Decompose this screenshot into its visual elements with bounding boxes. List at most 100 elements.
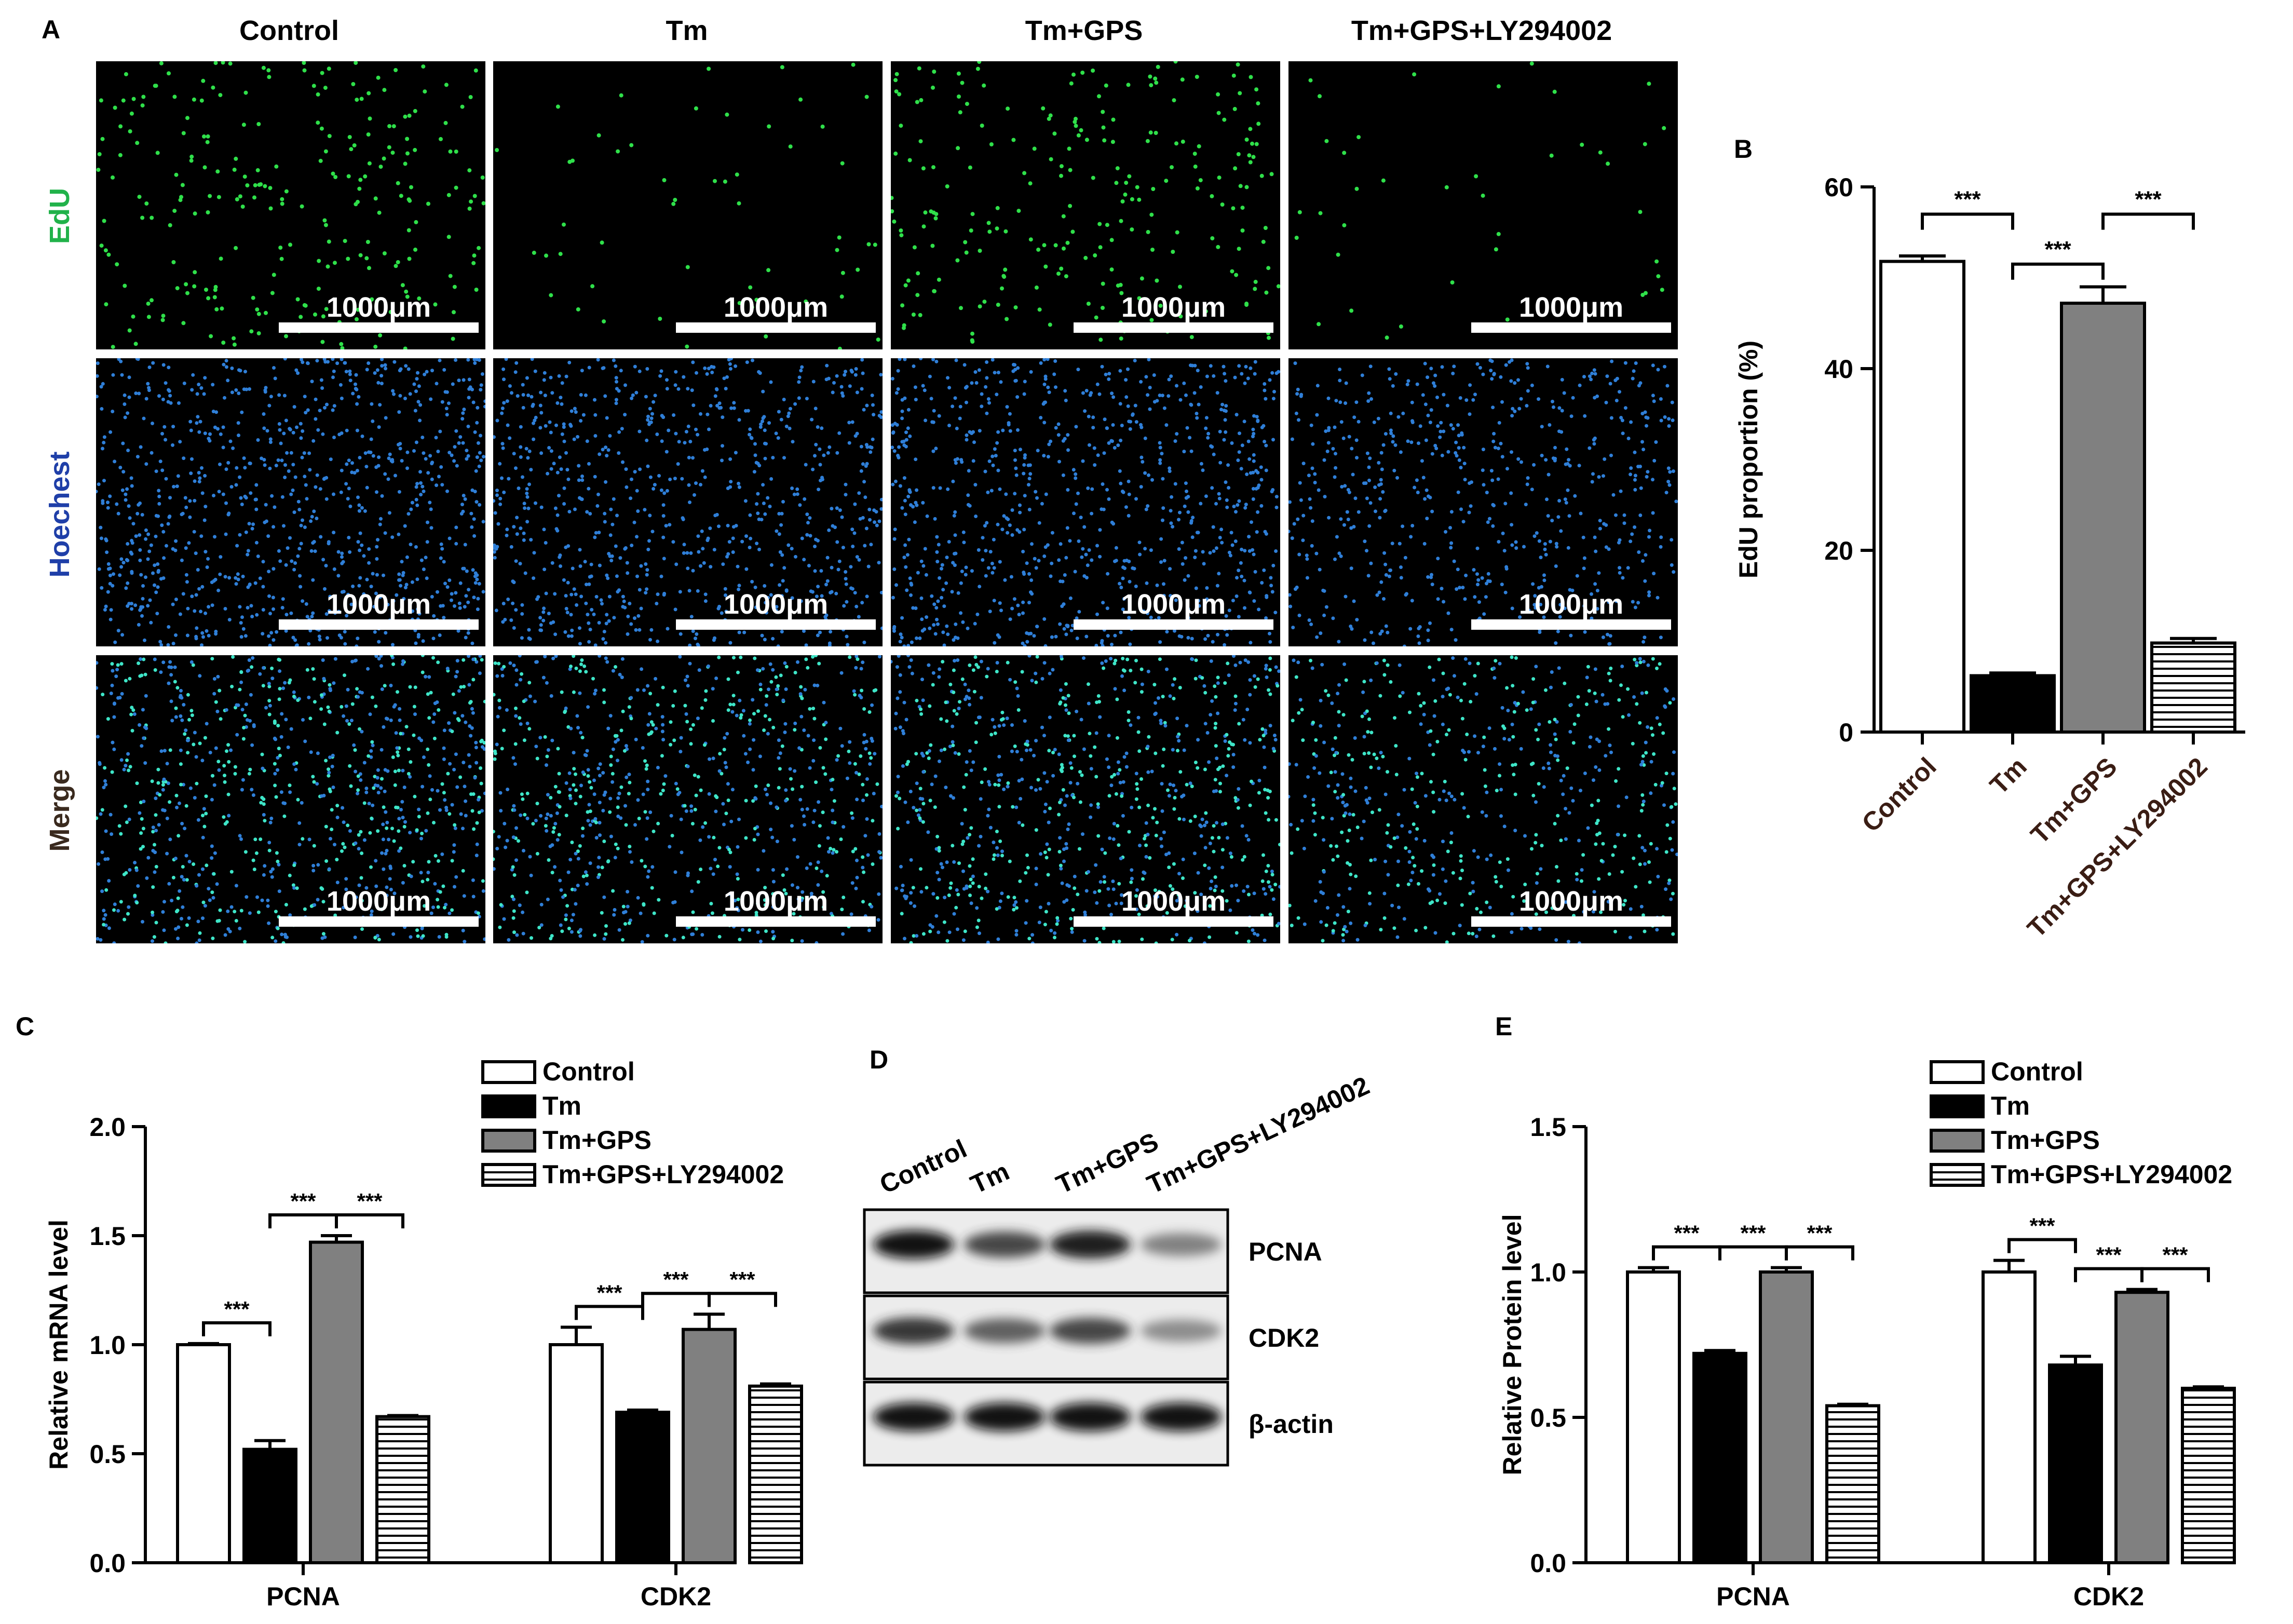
legend-swatch: [1930, 1060, 1985, 1084]
micrograph-merge-1: 1000μm: [96, 655, 485, 943]
y-tick-label: 1.0: [1530, 1258, 1566, 1287]
x-tick-label: PCNA: [266, 1582, 340, 1611]
micrograph-hoechest-1: 1000μm: [96, 358, 485, 646]
significance-label: ***: [357, 1189, 383, 1213]
column-heading-tm-gps: Tm+GPS: [1025, 15, 1143, 46]
significance-bracket: [268, 1213, 338, 1228]
scale-bar-label: 1000μm: [723, 886, 829, 917]
scale-bar-label: 1000μm: [1518, 292, 1624, 323]
micrograph-edu-3: 1000μm: [891, 61, 1280, 349]
lane-label: Tm+GPS: [1052, 1127, 1163, 1199]
relative-mrna-chart: 0.0 0.5 1.0 1.5 2.0 Relative mRNA level PCNA CD…: [44, 1057, 803, 1611]
bar-pcna-3: [309, 1240, 364, 1565]
significance-label: ***: [2044, 237, 2071, 262]
row-label-merge: Merge: [44, 769, 75, 852]
panel-label-d: D: [870, 1045, 889, 1074]
protein-band: [873, 1317, 954, 1344]
legend-label: Tm: [542, 1091, 581, 1120]
y-tick-label: 0: [1839, 718, 1853, 747]
protein-band: [964, 1318, 1045, 1343]
panel-label-b: B: [1734, 134, 1753, 164]
legend-swatch: [1930, 1129, 1985, 1153]
scale-bar-label: 1000μm: [326, 589, 431, 620]
y-tick-label: 40: [1824, 355, 1853, 384]
y-tick-label: 60: [1824, 173, 1853, 202]
panel-label-e: E: [1495, 1012, 1513, 1041]
bar-pcna-2: [242, 1447, 297, 1564]
bar-tm+gps+ly294002: [2150, 641, 2236, 734]
relative-protein-chart: 0.0 0.5 1.0 1.5 Relative Protein level PCNA CD…: [1498, 1057, 2236, 1611]
bar-pcna-4: [375, 1415, 430, 1564]
significance-label: ***: [290, 1189, 316, 1213]
scale-bar: [279, 916, 479, 927]
significance-bracket: [2140, 1267, 2210, 1282]
significance-bracket: [708, 1292, 777, 1307]
bar-cdk2-2: [2048, 1363, 2103, 1564]
blot-row-label: PCNA: [1249, 1237, 1322, 1266]
scale-bar-label: 1000μm: [1121, 886, 1226, 917]
significance-bracket: [335, 1213, 404, 1228]
significance-label: ***: [596, 1280, 622, 1305]
significance-bracket: [2101, 212, 2195, 230]
micrograph-hoechest-3: 1000μm: [891, 358, 1280, 646]
significance-label: ***: [1807, 1221, 1833, 1246]
scale-bar-label: 1000μm: [1121, 589, 1226, 620]
edu-proportion-chart: 0 20 40 60 EdU proportion (%) Control TmTm+GPS…: [1734, 173, 2245, 943]
x-tick-label: CDK2: [641, 1582, 711, 1611]
row-label-edu: EdU: [44, 188, 75, 244]
significance-bracket: [2074, 1267, 2143, 1282]
lane-label: Tm+GPS+LY294002: [1143, 1071, 1374, 1199]
micrograph-merge-3: 1000μm: [891, 655, 1280, 943]
protein-band: [964, 1231, 1045, 1258]
bar-cdk2-2: [615, 1411, 670, 1564]
bar-cdk2-1: [549, 1343, 604, 1564]
bar-pcna-4: [1825, 1404, 1880, 1564]
column-heading-tm: Tm: [666, 15, 708, 46]
blot-row-label: β-actin: [1249, 1410, 1334, 1439]
x-tick-label: Tm+GPS+LY294002: [2021, 752, 2213, 943]
bar-pcna-3: [1759, 1270, 1814, 1564]
x-tick-label: Tm: [1984, 752, 2032, 800]
panel-label-c: C: [16, 1012, 35, 1041]
scale-bar-label: 1000μm: [723, 292, 829, 323]
scale-bar-label: 1000μm: [326, 292, 431, 323]
y-tick-label: 2.0: [89, 1113, 126, 1142]
scale-bar: [1471, 619, 1671, 630]
micrograph-edu-2: 1000μm: [493, 61, 883, 349]
bar-tm+gps: [2060, 302, 2146, 734]
bar-pcna-2: [1692, 1351, 1747, 1564]
scale-bar-label: 1000μm: [723, 589, 829, 620]
protein-band: [1141, 1319, 1222, 1342]
lane-label: Tm: [966, 1157, 1014, 1199]
bar-cdk2-1: [1982, 1270, 2037, 1564]
bar-tm: [1970, 674, 2056, 734]
y-tick-label: 0.0: [1530, 1549, 1566, 1578]
legend-swatch: [1930, 1094, 1985, 1118]
significance-label: ***: [1674, 1221, 1700, 1246]
y-tick-label: 1.5: [89, 1222, 126, 1251]
scale-bar: [1074, 619, 1273, 630]
significance-bracket: [1921, 212, 2014, 230]
y-axis-title: Relative mRNA level: [44, 1220, 73, 1470]
row-label-hoechest: Hoechest: [44, 451, 75, 578]
significance-bracket: [641, 1292, 711, 1307]
blot-row-label: CDK2: [1249, 1323, 1319, 1352]
significance-label: ***: [2029, 1214, 2055, 1238]
bar-pcna-1: [176, 1343, 231, 1564]
column-heading-tm-gps-ly: Tm+GPS+LY294002: [1351, 15, 1612, 46]
significance-bracket: [202, 1321, 272, 1336]
scale-bar: [676, 916, 876, 927]
scale-bar: [279, 322, 479, 333]
x-tick-label: Tm+GPS: [2025, 752, 2123, 849]
scale-bar: [676, 322, 876, 333]
legend-swatch: [1930, 1163, 1985, 1187]
micrograph-merge-2: 1000μm: [493, 655, 883, 943]
y-axis-title: EdU proportion (%): [1734, 341, 1763, 578]
protein-band: [873, 1230, 954, 1259]
legend-label: Tm+GPS: [542, 1126, 652, 1155]
significance-label: ***: [2096, 1243, 2122, 1267]
legend-label: Tm+GPS+LY294002: [542, 1160, 784, 1189]
significance-label: ***: [224, 1297, 250, 1321]
scale-bar-label: 1000μm: [1518, 589, 1624, 620]
